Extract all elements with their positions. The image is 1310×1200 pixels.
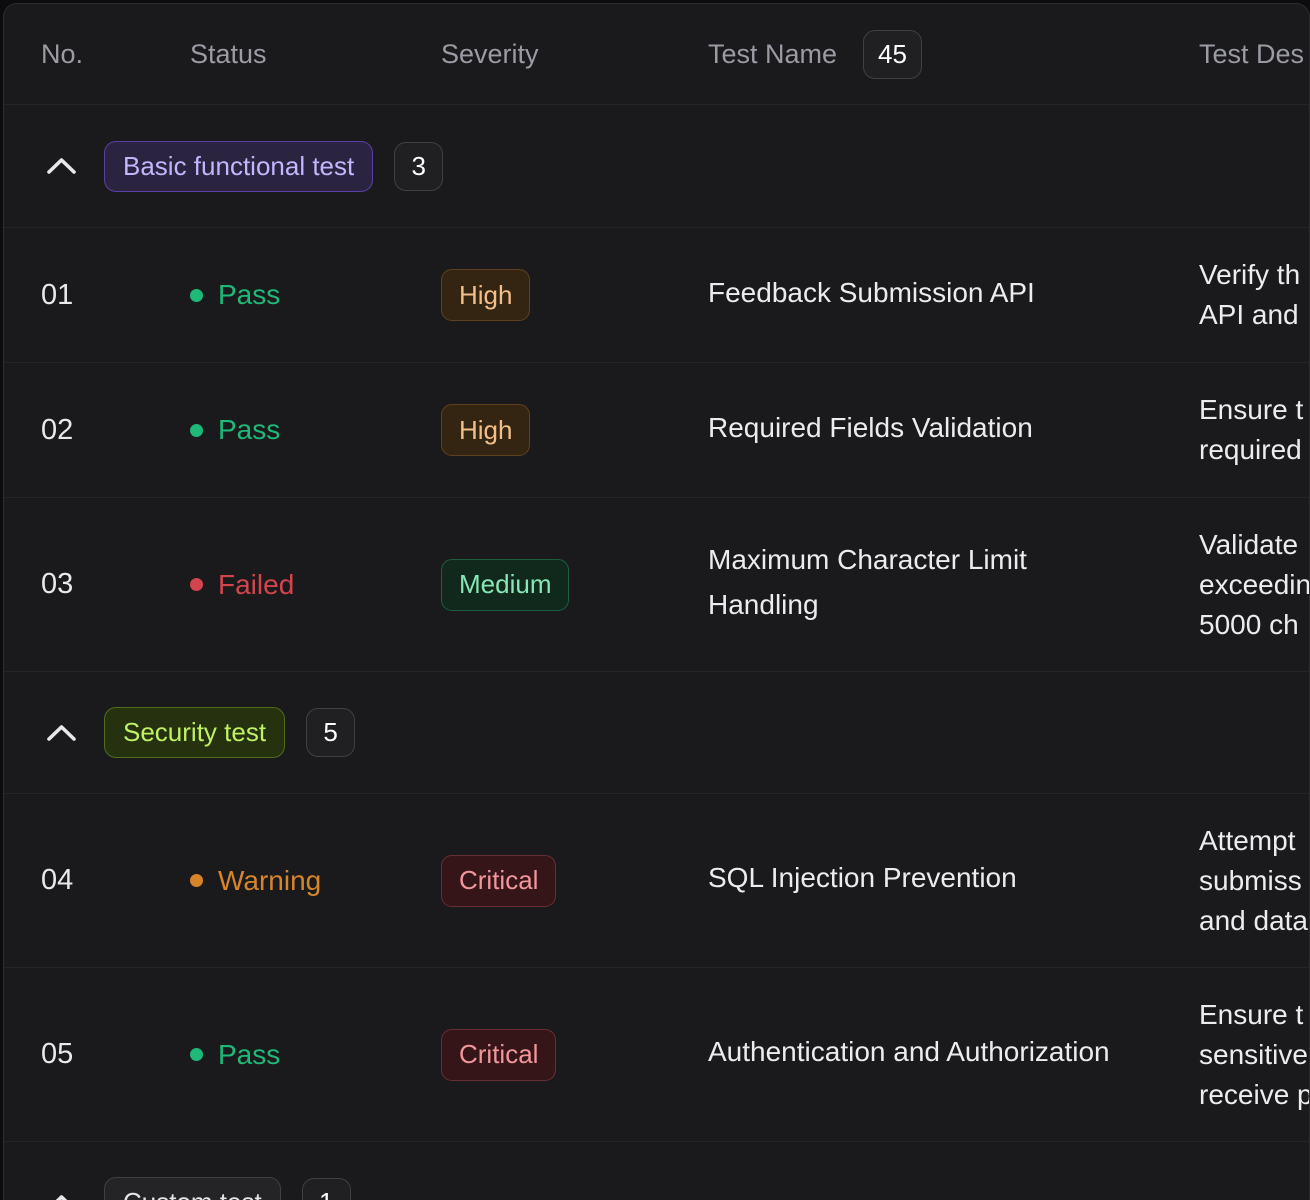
table-row[interactable]: 02 Pass High Required Fields Validation Ensu…: [4, 362, 1309, 497]
status-cell: Pass: [172, 279, 441, 311]
test-results-table: No. Status Severity Test Name 45 Test De…: [3, 3, 1310, 1200]
severity-cell: Critical: [441, 854, 708, 907]
table-header: No. Status Severity Test Name 45 Test De…: [4, 4, 1309, 105]
column-header-test-description: Test Des: [1199, 39, 1305, 69]
status-label: Pass: [218, 1038, 281, 1070]
test-description-cell: Ensure t sensitive receive p: [1199, 995, 1309, 1115]
severity-badge: Critical: [441, 1028, 557, 1081]
table-body: Basic functional test 3 01 Pass High Feedback…: [4, 105, 1309, 1200]
severity-badge: High: [441, 269, 531, 321]
column-header-test-name: Test Name: [708, 39, 838, 69]
table-row[interactable]: 05 Pass Critical Authentication and Authori…: [4, 967, 1309, 1141]
test-name-cell: Maximum Character Limit Handling: [708, 540, 1199, 630]
collapse-chevron-icon[interactable]: [46, 1193, 77, 1200]
column-header-no: No.: [41, 38, 84, 69]
test-name-cell: Authentication and Authorization: [708, 1032, 1199, 1077]
status-label: Pass: [218, 414, 281, 445]
test-description-line: 5000 ch: [1199, 608, 1299, 640]
test-name: SQL Injection Prevention: [708, 862, 1017, 893]
test-description-line: Attempt: [1199, 824, 1296, 856]
test-name-cell: Feedback Submission API: [708, 273, 1199, 318]
test-name-cell: Required Fields Validation: [708, 408, 1199, 453]
test-description-line: Verify th: [1199, 259, 1301, 290]
collapse-chevron-icon[interactable]: [46, 156, 77, 176]
test-name-cell: SQL Injection Prevention: [708, 858, 1199, 903]
status-cell: Pass: [172, 414, 441, 446]
test-description-line: sensitive: [1199, 1038, 1308, 1070]
severity-badge: Critical: [441, 854, 557, 907]
group-label-badge: Custom test: [104, 1177, 281, 1200]
status-label: Warning: [218, 864, 322, 896]
test-description-line: and data: [1199, 904, 1308, 936]
test-description-line: Ensure t: [1199, 394, 1304, 425]
status-cell: Pass: [172, 1039, 441, 1071]
severity-badge: Medium: [441, 558, 570, 611]
test-name: Maximum Character Limit Handling: [708, 543, 1027, 620]
severity-cell: High: [441, 269, 708, 321]
status-dot-icon: [190, 874, 203, 887]
status-dot-icon: [190, 1048, 203, 1061]
group-label-badge: Security test: [104, 707, 286, 758]
table-row[interactable]: 04 Warning Critical SQL Injection Preventio…: [4, 793, 1309, 967]
collapse-chevron-icon[interactable]: [46, 723, 77, 743]
row-number: 03: [41, 568, 74, 600]
severity-badge: High: [441, 404, 531, 456]
group-label-badge: Basic functional test: [104, 140, 374, 192]
test-description-cell: Validate exceedin 5000 ch: [1199, 525, 1309, 645]
status-label: Pass: [218, 279, 281, 310]
test-description-line: required: [1199, 434, 1302, 465]
test-description-line: Validate: [1199, 528, 1299, 560]
test-count-badge: 45: [863, 29, 922, 79]
table-row[interactable]: 03 Failed Medium Maximum Character Limit Ha…: [4, 497, 1309, 671]
test-description-line: Ensure t: [1199, 998, 1304, 1030]
row-number: 04: [41, 864, 74, 896]
severity-cell: Critical: [441, 1028, 708, 1081]
severity-cell: Medium: [441, 558, 708, 611]
column-header-status: Status: [190, 38, 267, 69]
status-label: Failed: [218, 568, 295, 600]
status-dot-icon: [190, 288, 203, 302]
group-header-row: Custom test 1: [4, 1141, 1309, 1200]
row-number: 05: [41, 1038, 74, 1070]
group-count-badge: 3: [394, 141, 444, 191]
test-description-cell: Verify th API and: [1199, 255, 1309, 335]
table-row[interactable]: 01 Pass High Feedback Submission API Verify …: [4, 227, 1309, 362]
row-number: 02: [41, 413, 74, 446]
status-cell: Warning: [172, 865, 441, 897]
test-description-line: exceedin: [1199, 568, 1309, 600]
status-dot-icon: [190, 423, 203, 437]
test-description-line: API and: [1199, 299, 1299, 330]
test-name: Authentication and Authorization: [708, 1036, 1110, 1067]
test-description-line: receive p: [1199, 1078, 1309, 1110]
column-header-severity: Severity: [441, 38, 539, 69]
severity-cell: High: [441, 404, 708, 456]
test-description-cell: Ensure t required: [1199, 390, 1309, 470]
group-count-badge: 1: [301, 1178, 351, 1200]
test-name: Required Fields Validation: [708, 411, 1033, 443]
group-header-row: Security test 5: [4, 671, 1309, 793]
group-header-row: Basic functional test 3: [4, 105, 1309, 227]
row-number: 01: [41, 278, 74, 311]
status-dot-icon: [190, 578, 203, 591]
status-cell: Failed: [172, 569, 441, 601]
test-description-line: submiss: [1199, 864, 1302, 896]
test-name: Feedback Submission API: [708, 276, 1035, 308]
group-count-badge: 5: [306, 708, 356, 757]
test-description-cell: Attempt submiss and data: [1199, 821, 1309, 941]
